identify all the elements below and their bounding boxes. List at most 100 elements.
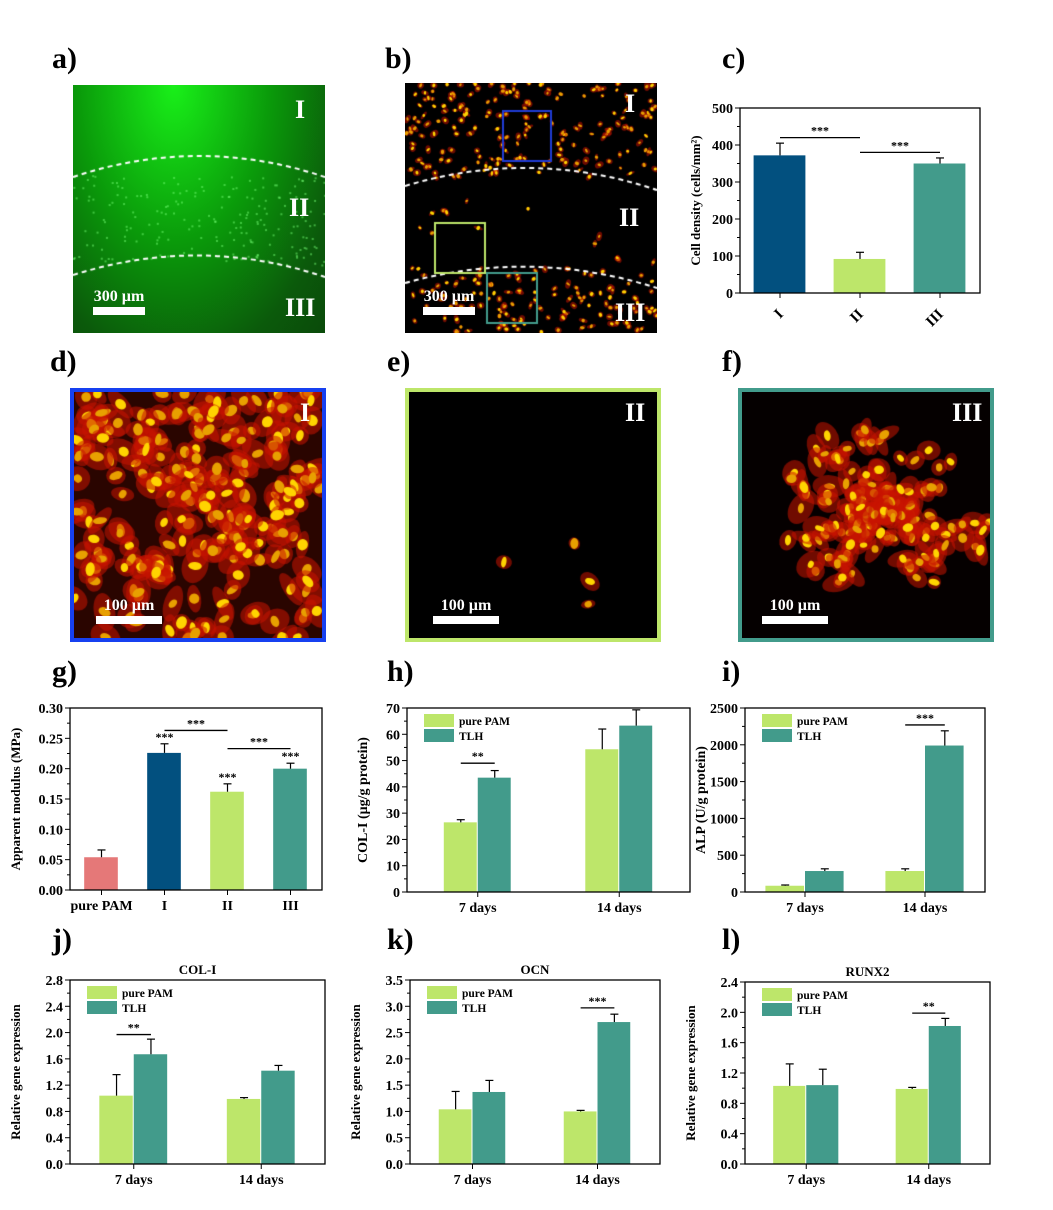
bar [226, 1098, 261, 1164]
bar [925, 745, 964, 892]
region-label-II: II [619, 203, 640, 232]
legend-swatch [424, 714, 454, 727]
y-tick-label: 0.5 [386, 1132, 404, 1147]
chart-i: 0 500 1000 1500 2000 2500 7 days 14 days ALP (U/… [694, 702, 986, 916]
bar [585, 749, 619, 892]
bar [273, 768, 307, 890]
chart-title: RUNX2 [845, 964, 889, 979]
panel-label-l: l) [722, 923, 741, 956]
y-tick-label: 1.0 [386, 1105, 404, 1120]
region-label-I: I [295, 95, 306, 124]
y-tick-label: 60 [386, 728, 400, 743]
x-tick-label: I [771, 306, 787, 322]
legend-label: TLH [462, 1003, 486, 1015]
y-tick-label: 300 [712, 176, 733, 191]
legend-label: pure PAM [797, 716, 848, 728]
y-tick-label: 0 [731, 886, 738, 901]
y-axis-label: Cell density (cells/mm²) [688, 135, 703, 265]
bar [619, 725, 653, 892]
scale-bar: 100 µm [433, 597, 499, 624]
bar [806, 1085, 839, 1164]
y-tick-label: 0.0 [46, 1158, 64, 1173]
chart-k: 0.0 0.5 1.0 1.5 2.0 2.5 3.0 3.5 7 days 14 days Rel… [348, 962, 661, 1188]
y-tick-label: 2.5 [386, 1027, 404, 1042]
bar [443, 822, 477, 892]
legend-label: pure PAM [797, 990, 848, 1002]
bar [84, 857, 118, 890]
bar [885, 871, 924, 892]
y-tick-label: 0.10 [39, 823, 64, 838]
legend-label: TLH [797, 1005, 821, 1017]
fluorescence-image-region-I: I 100 µm [70, 388, 326, 642]
bar [773, 1085, 806, 1164]
x-tick-label: 7 days [786, 901, 824, 916]
chart-h: 0 10 20 30 40 50 60 70 7 days 14 days COL-I (μg/g … [356, 702, 691, 916]
chart-title: COL-I [179, 962, 217, 977]
significance-label: ** [472, 749, 484, 763]
region-label: I [300, 398, 311, 427]
fluorescence-image-overview: I II III 300 µm [405, 83, 657, 333]
y-tick-label: 0.00 [39, 884, 64, 899]
bar [147, 752, 181, 890]
panel-label-k: k) [387, 923, 414, 956]
y-tick-label: 2.0 [386, 1053, 404, 1068]
region-label: III [952, 398, 983, 427]
chart-title: OCN [521, 962, 551, 977]
y-tick-label: 0.30 [39, 702, 64, 717]
scale-bar-label: 100 µm [769, 597, 821, 614]
y-tick-label: 2.8 [46, 974, 64, 989]
y-tick-label: 0.0 [386, 1158, 404, 1173]
significance-label: ** [923, 999, 935, 1013]
scale-bar-label: 300 µm [423, 288, 475, 305]
bar [928, 1025, 961, 1164]
y-tick-label: 0.4 [721, 1128, 739, 1143]
y-tick-label: 0.20 [39, 763, 64, 778]
y-tick-label: 10 [386, 860, 400, 875]
x-tick-label: 14 days [575, 1173, 620, 1188]
x-tick-label: 7 days [115, 1173, 153, 1188]
y-tick-label: 0.25 [39, 732, 64, 747]
chart-j: 0.0 0.4 0.8 1.2 1.6 2.0 2.4 2.8 7 days 14 days Rel… [8, 962, 326, 1188]
region-label: II [625, 398, 646, 427]
region-label-III: III [285, 293, 316, 322]
legend-label: TLH [797, 731, 821, 743]
bar [805, 871, 844, 892]
bar [833, 258, 886, 293]
legend-swatch [87, 1001, 117, 1014]
panel-label-b: b) [385, 42, 412, 75]
bar [472, 1091, 506, 1164]
bar [753, 155, 806, 293]
legend-label: TLH [122, 1003, 146, 1015]
scale-bar-label: 100 µm [103, 597, 155, 614]
y-tick-label: 2.4 [46, 1000, 64, 1015]
bar-significance-label: *** [219, 770, 237, 784]
y-tick-label: 3.5 [386, 974, 404, 989]
chart-l: 0.0 0.4 0.8 1.2 1.6 2.0 2.4 7 days 14 days Relati… [683, 964, 991, 1188]
legend-swatch [762, 714, 792, 727]
panel-label-e: e) [387, 345, 411, 378]
bar [438, 1109, 472, 1164]
legend-swatch [762, 729, 792, 742]
x-tick-label: I [162, 899, 167, 914]
y-tick-label: 20 [386, 833, 400, 848]
legend-label: pure PAM [122, 988, 173, 1000]
significance-label: *** [916, 711, 934, 725]
region-label-II: II [289, 193, 310, 222]
significance-label: *** [187, 716, 205, 730]
bar [477, 777, 511, 892]
panel-label-d: d) [50, 345, 77, 378]
y-tick-label: 1.2 [721, 1067, 739, 1082]
panel-label-j: j) [52, 923, 72, 956]
bar [133, 1054, 168, 1164]
fluorescence-image-gradient: I II III 300 µm [73, 85, 325, 333]
y-tick-label: 40 [386, 781, 400, 796]
bar [765, 885, 804, 892]
y-tick-label: 1000 [710, 812, 738, 827]
y-tick-label: 1.6 [46, 1053, 64, 1068]
fluorescence-image-region-II: II 100 µm [405, 388, 661, 642]
significance-label: *** [891, 138, 909, 152]
panel-label-c: c) [722, 42, 746, 75]
x-tick-label: 7 days [787, 1173, 825, 1188]
